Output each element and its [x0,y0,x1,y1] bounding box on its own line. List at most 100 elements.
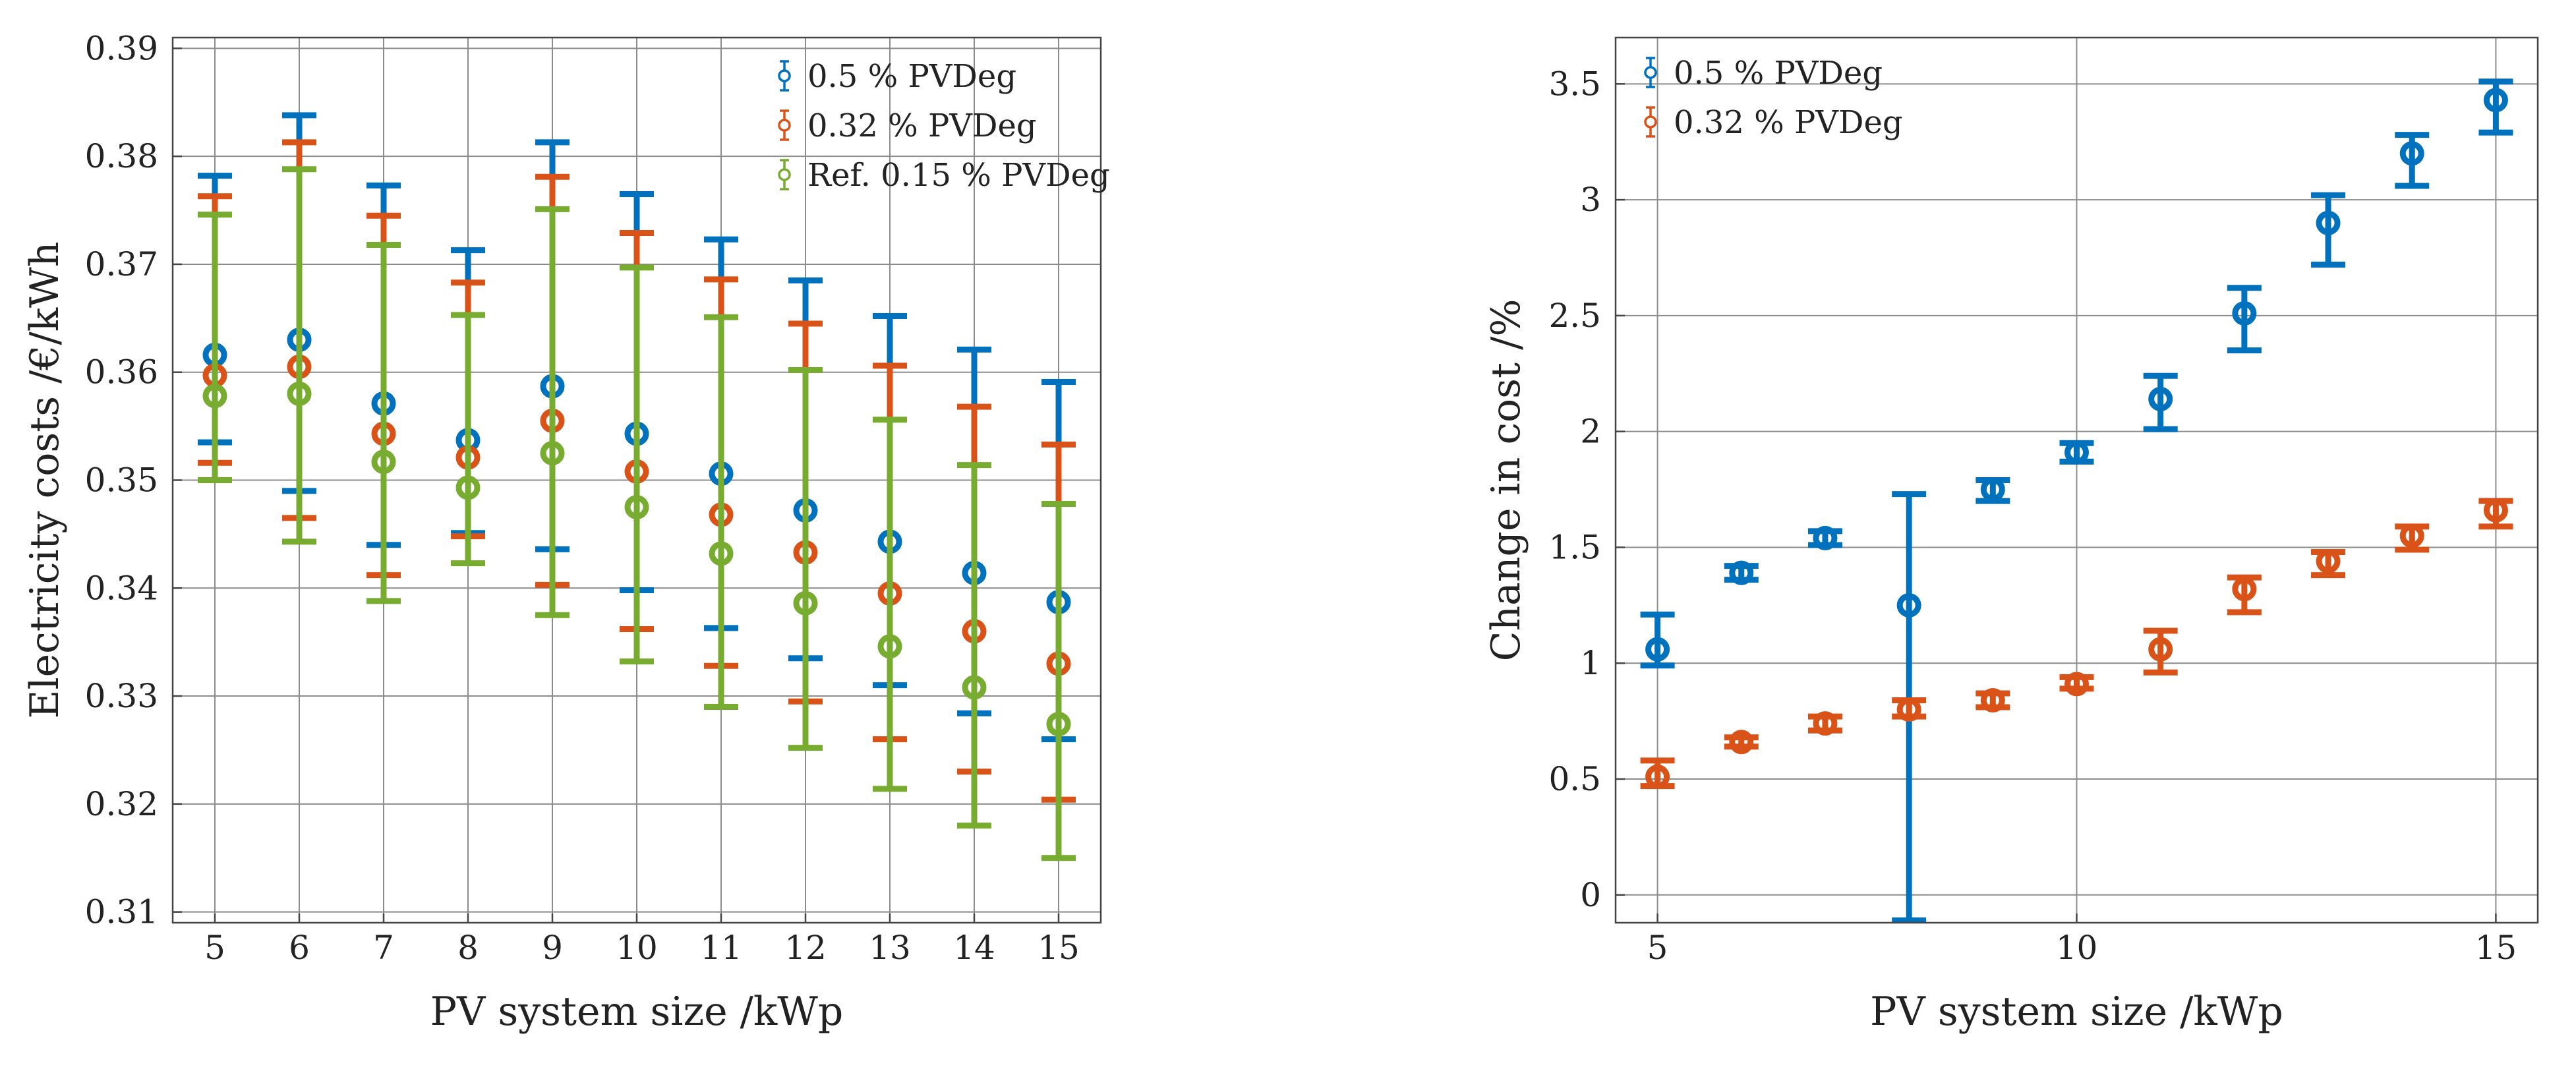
y-tick-label: 0.31 [85,893,158,931]
legend-label: 0.32 % PVDeg [807,107,1037,144]
legend-item: 0.32 % PVDeg [1644,104,1903,141]
data-point [1729,730,1754,755]
data-point [1729,560,1754,585]
error-bar [2059,672,2094,697]
error-bar [282,166,316,545]
data-point [877,634,902,659]
x-tick-label: 5 [204,929,225,967]
series-group [1640,498,2513,790]
legend-label: 0.32 % PVDeg [1674,104,1903,141]
x-tick-label: 10 [2056,929,2098,967]
legend-label: 0.5 % PVDeg [1674,55,1883,92]
error-bar [1976,477,2010,504]
y-tick-label: 0 [1580,876,1601,914]
error-bar [1807,525,1842,550]
error-bar [1724,730,1759,755]
legend-marker [778,159,791,190]
error-bar [873,417,907,792]
data-point [2316,549,2341,574]
y-tick-label: 0.33 [85,677,158,715]
data-point [455,475,481,500]
error-bar [1892,697,1927,722]
x-tick-label: 13 [869,929,911,967]
y-tick-label: 0.5 [1548,760,1601,798]
data-point [371,450,396,475]
legend-item: 0.32 % PVDeg [778,107,1037,144]
legend-marker [1644,106,1657,138]
y-tick-label: 3.5 [1548,65,1601,103]
x-tick-label: 8 [457,929,479,967]
legend-marker [1644,57,1657,88]
legend-label: 0.5 % PVDeg [807,58,1016,95]
data-point [2064,672,2089,697]
data-point [1645,637,1670,662]
error-bar [2395,523,2430,553]
data-point [2232,577,2257,602]
y-tick-label: 0.32 [85,785,158,823]
x-tick-label: 15 [2475,929,2517,967]
legend-point [1644,115,1657,129]
error-bar [366,241,401,604]
error-bar [2395,132,2430,189]
legend-item: 0.5 % PVDeg [778,58,1016,95]
y-axis-label: Electricity costs /€/kWh [22,242,68,719]
data-point [2148,637,2173,662]
data-point [287,381,312,406]
y-tick-label: 0.35 [85,461,158,500]
error-bar [2227,285,2262,354]
data-point [793,591,818,616]
data-point [2232,301,2257,326]
error-bar [620,264,654,665]
error-bar [1807,711,1842,736]
x-axis-label: PV system size /kWp [430,989,844,1035]
y-axis-label: Change in cost /% [1483,299,1529,662]
x-tick-label: 7 [373,929,394,967]
data-point [2399,523,2424,548]
data-point [202,384,227,409]
data-point [709,541,734,566]
error-bar [2227,574,2262,616]
y-tick-label: 0.34 [85,569,158,607]
data-point [1813,711,1838,736]
x-tick-label: 6 [289,929,310,967]
electricity-costs-chart: 5 6 7 8 9 10 11 12 13 14 15 0.31 0.32 0.33 0.34 0.35 0.3… [22,29,1110,1035]
legend-item: 0.5 % PVDeg [1644,55,1883,92]
legend-label: Ref. 0.15 % PVDeg [807,157,1110,194]
x-tick-label: 11 [700,929,742,967]
y-tick-label: 2 [1580,413,1601,451]
error-bar [704,314,738,710]
legend-point [778,69,791,82]
x-tick-label: 12 [784,929,827,967]
error-bar [535,206,570,618]
error-bar [1640,757,1675,790]
x-tick-label: 9 [542,929,563,967]
data-point [1980,477,2005,502]
x-axis-label: PV system size /kWp [1870,989,2283,1035]
y-tick-label: 3 [1580,181,1601,219]
data-point [540,441,565,466]
y-tick-label: 1.5 [1548,528,1601,566]
error-bar [2478,498,2513,530]
data-point [2483,498,2508,523]
data-point [2064,440,2089,465]
data-point [1813,525,1838,550]
data-point [2399,141,2424,166]
error-bar [2311,192,2346,268]
series-group [198,166,1076,861]
error-bar [1041,501,1076,861]
data-point [1645,765,1670,790]
data-point [1046,712,1071,737]
x-tick-label: 10 [616,929,658,967]
data-point [1896,697,1921,722]
error-bar [2478,78,2513,136]
error-bar [2311,548,2346,579]
error-bar [2059,440,2094,465]
error-bar [1976,687,2010,712]
y-tick-label: 0.38 [85,137,158,175]
error-bar [1640,611,1675,669]
data-point [1980,687,2005,712]
x-tick-label: 14 [953,929,995,967]
error-bar [451,312,485,567]
data-point [2316,210,2341,235]
